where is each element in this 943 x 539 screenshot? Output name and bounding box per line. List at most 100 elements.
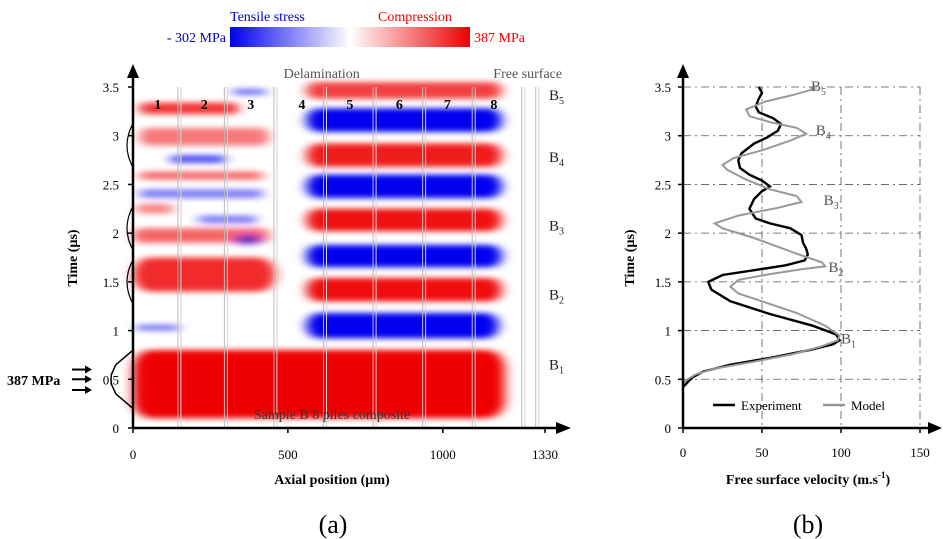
stress-band-13: [232, 88, 267, 95]
stress-band-16: [306, 244, 502, 268]
panel-a-echo-label: B5: [549, 88, 564, 107]
stress-band-5: [136, 203, 174, 214]
panel-b-x-arrow: [928, 422, 942, 434]
echo-bump-1: [126, 259, 134, 305]
stress-band-10: [170, 155, 226, 163]
input-pulse-label: 387 MPa: [7, 374, 60, 389]
panel-b-xtick-label: 50: [756, 445, 769, 460]
stress-band-2: [136, 324, 180, 331]
panel-a-xtick-label: 1330: [532, 447, 558, 462]
panel-a-xtick-label: 0: [130, 447, 137, 462]
panel-b-grid: [683, 86, 921, 428]
stress-band-4: [133, 228, 270, 243]
panel-a-echo-label: B1: [549, 358, 564, 377]
panel-a-echo-label: B3: [549, 218, 564, 237]
panel-a-ytick-label: 2: [113, 226, 120, 241]
ply-label: 1: [154, 98, 161, 113]
stress-band-6: [235, 235, 261, 245]
panel-b-echo-label: B1: [841, 331, 856, 350]
panel-a-ytick-label: 3.5: [103, 80, 119, 95]
stress-band-1: [133, 350, 505, 419]
legend: Experiment Model: [713, 398, 885, 413]
sample-label: Sample B 8 plies composite: [254, 408, 410, 423]
ply-label: 3: [247, 98, 254, 113]
stress-band-8: [139, 189, 264, 199]
panel-b-echo-label: B2: [828, 260, 843, 279]
ply-label: 8: [490, 98, 497, 113]
panel-a-echo-label: B4: [549, 150, 564, 169]
colorbar: Tensile stress Compression - 302 MPa 387…: [167, 10, 526, 47]
colorbar-gradient: [230, 27, 470, 47]
velocity-series: [682, 86, 841, 388]
panel-b-ytick-label: 2.5: [655, 177, 671, 192]
input-pulse-curve: [110, 349, 134, 410]
panel-b-ytick-label: 1: [665, 324, 672, 339]
colorbar-max-label: 387 MPa: [474, 31, 526, 46]
panel-b-velocity-plot: 0 0.5 1 1.5 2 2.5 3 3.5 0 50 100 150 B1 B2 B3 B4 B5 Exp…: [623, 64, 942, 539]
stress-band-12: [139, 102, 239, 115]
panel-b-echo-label: B3: [824, 193, 839, 212]
ply-boundaries: [177, 87, 540, 428]
panel-a-xlabel: Axial position (µm): [274, 473, 390, 488]
panel-b-ytick-label: 0.5: [655, 372, 671, 387]
colorbar-compression-title: Compression: [378, 10, 452, 25]
echo-bump-2: [126, 205, 134, 251]
panel-a-label: (a): [319, 510, 348, 539]
stress-band-18: [306, 174, 502, 199]
panel-a-echo-labels: B1 B2 B3 B4 B5: [549, 88, 564, 377]
stress-band-3: [133, 257, 276, 292]
panel-a-y-arrow: [127, 64, 139, 78]
ply-label: 2: [201, 98, 208, 113]
ply-label: 4: [298, 98, 305, 113]
series-model-line: [682, 86, 841, 384]
panel-b-ylabel: Time (µs): [623, 229, 638, 287]
stress-band-15: [306, 277, 502, 302]
panel-b-xtick-label: 0: [680, 445, 687, 460]
colorbar-min-label: - 302 MPa: [167, 31, 227, 46]
panel-b-ytick-label: 3: [665, 129, 672, 144]
delamination-label: Delamination: [284, 67, 360, 82]
input-arrow-head-1: [85, 365, 92, 374]
ply-label: 7: [444, 98, 451, 113]
input-arrow-head-2: [85, 375, 92, 384]
legend-experiment-label: Experiment: [741, 398, 802, 413]
panel-b-ytick-label: 1.5: [655, 275, 671, 290]
panel-a-x-arrow: [556, 422, 571, 434]
panel-a-ytick-label: 1: [113, 324, 120, 339]
ply-label: 6: [396, 98, 403, 113]
stress-band-21: [306, 82, 502, 99]
panel-b-echo-label: B4: [816, 123, 831, 142]
panel-b-ytick-label: 2: [665, 226, 672, 241]
panel-a-xtick-label: 1000: [430, 447, 456, 462]
panel-b-y-arrow: [677, 64, 689, 78]
panel-b-ytick-label: 3.5: [655, 80, 671, 95]
colorbar-tensile-title: Tensile stress: [230, 10, 305, 25]
panel-b-ytick-label: 0: [665, 421, 672, 436]
panel-b-label: (b): [793, 510, 823, 539]
panel-a-ylabel: Time (µs): [66, 229, 81, 287]
panel-b-xtick-label: 100: [831, 445, 851, 460]
input-arrow-head-3: [85, 386, 92, 395]
stress-band-17: [306, 208, 502, 232]
input-pulse: [72, 123, 134, 410]
stress-band-20: [306, 108, 502, 132]
ply-labels: 1 2 3 4 5 6 7 8: [154, 98, 497, 113]
panel-a-ytick-label: 0: [113, 421, 120, 436]
series-experiment-line: [682, 86, 841, 388]
panel-a-echo-label: B2: [549, 288, 564, 307]
panel-b-echo-labels: B1 B2 B3 B4 B5: [811, 79, 856, 350]
panel-a-ytick-label: 3: [113, 129, 120, 144]
panel-b-xtick-label: 150: [910, 445, 930, 460]
panel-b-axes: 0 0.5 1 1.5 2 2.5 3 3.5 0 50 100 150: [655, 64, 942, 460]
free-surface-label: Free surface: [493, 67, 562, 82]
stress-band-11: [139, 127, 270, 146]
echo-bump-3: [126, 123, 134, 168]
panel-a-ytick-label: 1.5: [103, 275, 119, 290]
stress-bands: [133, 82, 505, 419]
panel-b-xlabel: Free surface velocity (m.s-1): [726, 470, 891, 488]
stress-band-9: [139, 171, 264, 180]
panel-a-axes: 00.511.522.533.50 500 1000 1330: [103, 64, 571, 462]
ply-label: 5: [346, 98, 353, 113]
